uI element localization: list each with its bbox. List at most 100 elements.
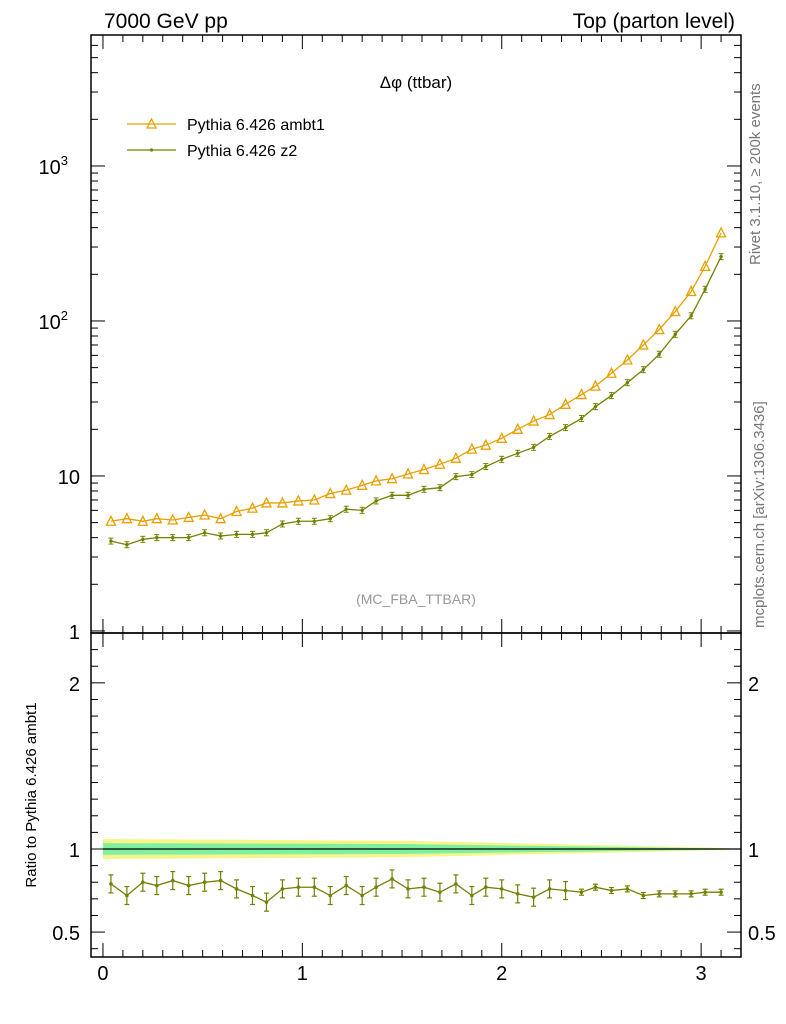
x-tick-label: 0 xyxy=(97,963,108,985)
header-right: Top (parton level) xyxy=(573,10,735,33)
ambt1-point xyxy=(292,494,304,506)
z2-point xyxy=(406,493,410,498)
series-line-ambt1 xyxy=(110,232,722,522)
ambt1-point xyxy=(699,259,711,272)
ratio-point xyxy=(154,883,159,888)
legend-label-z2: Pythia 6.426 z2 xyxy=(187,143,297,160)
ratio-point xyxy=(454,882,458,886)
z2-point xyxy=(125,543,129,547)
plot-title: Δφ (ttbar) xyxy=(380,73,452,92)
ratio-point xyxy=(360,893,364,898)
ratio-y-axis-label: Ratio to Pythia 6.426 ambt1 xyxy=(23,702,40,887)
main-series-group xyxy=(105,226,727,549)
ambt1-point xyxy=(246,501,259,513)
ratio-point xyxy=(641,893,646,898)
z2-point xyxy=(719,254,723,259)
ambt1-point xyxy=(402,467,414,479)
z2-point xyxy=(312,519,317,523)
z2-point xyxy=(109,539,113,543)
ambt1-point xyxy=(324,487,336,499)
ratio-point xyxy=(703,890,707,894)
ambt1-point xyxy=(231,505,243,517)
ratio-point xyxy=(470,893,474,898)
ratio-y-tick-label-left: 1 xyxy=(69,840,80,862)
z2-point xyxy=(202,531,207,535)
z2-point xyxy=(250,532,255,537)
z2-point xyxy=(531,445,536,450)
ratio-point xyxy=(250,893,255,898)
ambt1-point xyxy=(340,483,352,495)
z2-point xyxy=(155,535,159,540)
ratio-point xyxy=(344,883,349,888)
legend[interactable]: Pythia 6.426 ambt1 Pythia 6.426 z2 xyxy=(127,117,325,160)
ambt1-point xyxy=(121,512,133,524)
z2-point xyxy=(171,535,175,540)
ratio-point xyxy=(579,890,584,894)
ambt1-point xyxy=(544,408,556,420)
z2-point xyxy=(563,425,568,430)
x-tick-label: 1 xyxy=(297,963,308,985)
ratio-point xyxy=(406,887,410,891)
z2-point xyxy=(234,532,239,537)
ambt1-point xyxy=(715,226,727,238)
ambt1-point xyxy=(183,510,195,523)
z2-point xyxy=(360,508,364,513)
ratio-frame xyxy=(90,632,742,958)
x-tick-label: 2 xyxy=(496,963,507,985)
x-tick-labels: 0 1 2 3 xyxy=(97,963,706,985)
series-line-z2 xyxy=(110,256,722,546)
z2-point xyxy=(593,404,598,409)
ratio-point xyxy=(296,885,301,890)
ambt1-point xyxy=(480,438,492,450)
z2-point xyxy=(673,332,677,337)
ratio-uncertainty-band xyxy=(102,839,741,859)
ambt1-point xyxy=(308,493,320,505)
z2-point xyxy=(344,507,348,511)
ambt1-point xyxy=(685,285,697,297)
ratio-point xyxy=(141,880,145,885)
z2-point xyxy=(500,457,504,462)
ratio-point xyxy=(438,890,442,894)
ratio-y-tick-label-left: 2 xyxy=(69,674,80,696)
main-axis-ticks xyxy=(91,34,741,633)
ambt1-point xyxy=(151,512,163,524)
ambt1-point xyxy=(105,514,117,526)
ratio-y-tick-label-left: 0.5 xyxy=(52,923,80,945)
ratio-y-tick-label-right: 0.5 xyxy=(748,923,776,945)
ratio-y-tick-label-right: 1 xyxy=(748,840,759,862)
z2-point xyxy=(703,287,707,292)
ratio-point xyxy=(170,878,175,883)
legend-label-ambt1: Pythia 6.426 ambt1 xyxy=(187,117,325,134)
legend-entry-z2[interactable]: Pythia 6.426 z2 xyxy=(127,143,297,160)
ambt1-point xyxy=(370,474,382,486)
ambt1-point xyxy=(559,397,572,409)
analysis-watermark: (MC_FBA_TTBAR) xyxy=(356,591,476,607)
ambt1-point xyxy=(276,496,288,508)
ambt1-point xyxy=(356,478,368,490)
ambt1-point xyxy=(137,514,149,526)
ambt1-point xyxy=(621,353,633,365)
ratio-point xyxy=(374,885,378,890)
ratio-point xyxy=(234,887,239,891)
ambt1-point xyxy=(434,457,446,469)
z2-point xyxy=(296,519,301,523)
ratio-point xyxy=(312,885,317,890)
ratio-series-group xyxy=(108,869,724,912)
main-plot-panel: 1 10 102 103 Δφ (ttbar) (MC_FBA_TTBAR) Pyth… xyxy=(39,34,742,644)
ambt1-point xyxy=(512,422,524,434)
ratio-point xyxy=(547,887,552,891)
main-y-tick-label: 103 xyxy=(39,153,68,179)
ambt1-point xyxy=(167,513,179,525)
legend-triangle-marker xyxy=(145,117,158,129)
ambt1-point xyxy=(199,508,211,520)
ratio-point xyxy=(483,885,488,890)
z2-point xyxy=(422,487,426,492)
ratio-point xyxy=(515,892,520,896)
z2-point xyxy=(264,531,269,535)
ambt1-point xyxy=(466,442,478,454)
ambt1-point xyxy=(528,414,540,426)
z2-point xyxy=(579,416,584,421)
ambt1-point xyxy=(637,338,649,350)
legend-entry-ambt1[interactable]: Pythia 6.426 ambt1 xyxy=(127,117,325,134)
z2-point xyxy=(141,537,145,542)
